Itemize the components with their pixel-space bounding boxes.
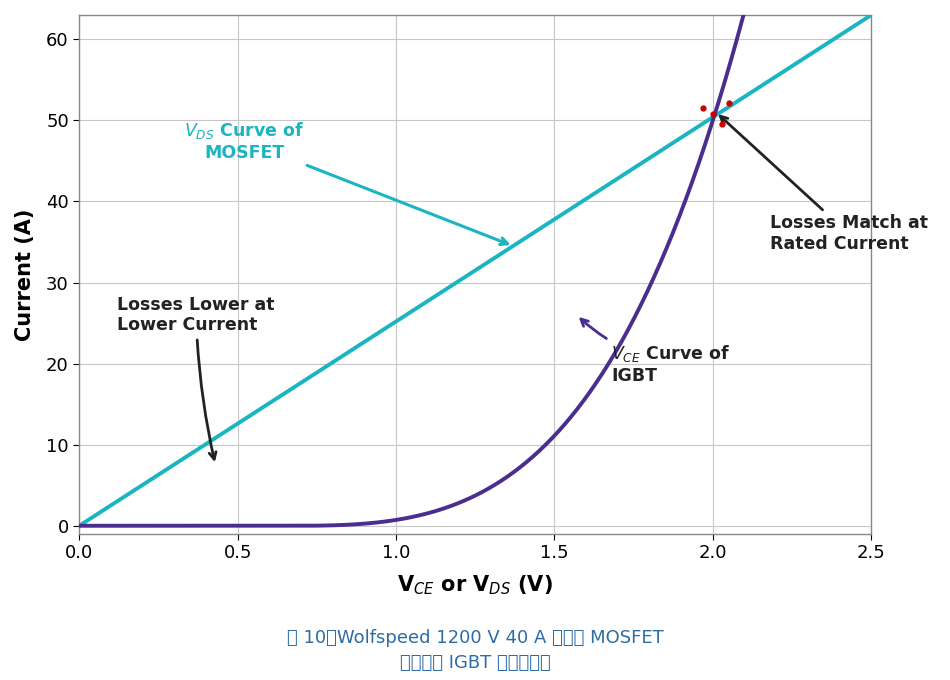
Text: 与同类别 IGBT 的导通损耗: 与同类别 IGBT 的导通损耗 — [400, 653, 550, 672]
Text: $V_{DS}$ Curve of
MOSFET: $V_{DS}$ Curve of MOSFET — [184, 120, 507, 245]
Text: Losses Lower at
Lower Current: Losses Lower at Lower Current — [117, 296, 275, 459]
X-axis label: V$_{CE}$ or V$_{DS}$ (V): V$_{CE}$ or V$_{DS}$ (V) — [397, 573, 553, 597]
Text: Losses Match at
Rated Current: Losses Match at Rated Current — [720, 116, 928, 253]
Y-axis label: Current (A): Current (A) — [15, 208, 35, 341]
Text: $V_{CE}$ Curve of
IGBT: $V_{CE}$ Curve of IGBT — [580, 319, 731, 384]
Text: 图 10：Wolfspeed 1200 V 40 A 碘化硅 MOSFET: 图 10：Wolfspeed 1200 V 40 A 碘化硅 MOSFET — [287, 628, 663, 647]
